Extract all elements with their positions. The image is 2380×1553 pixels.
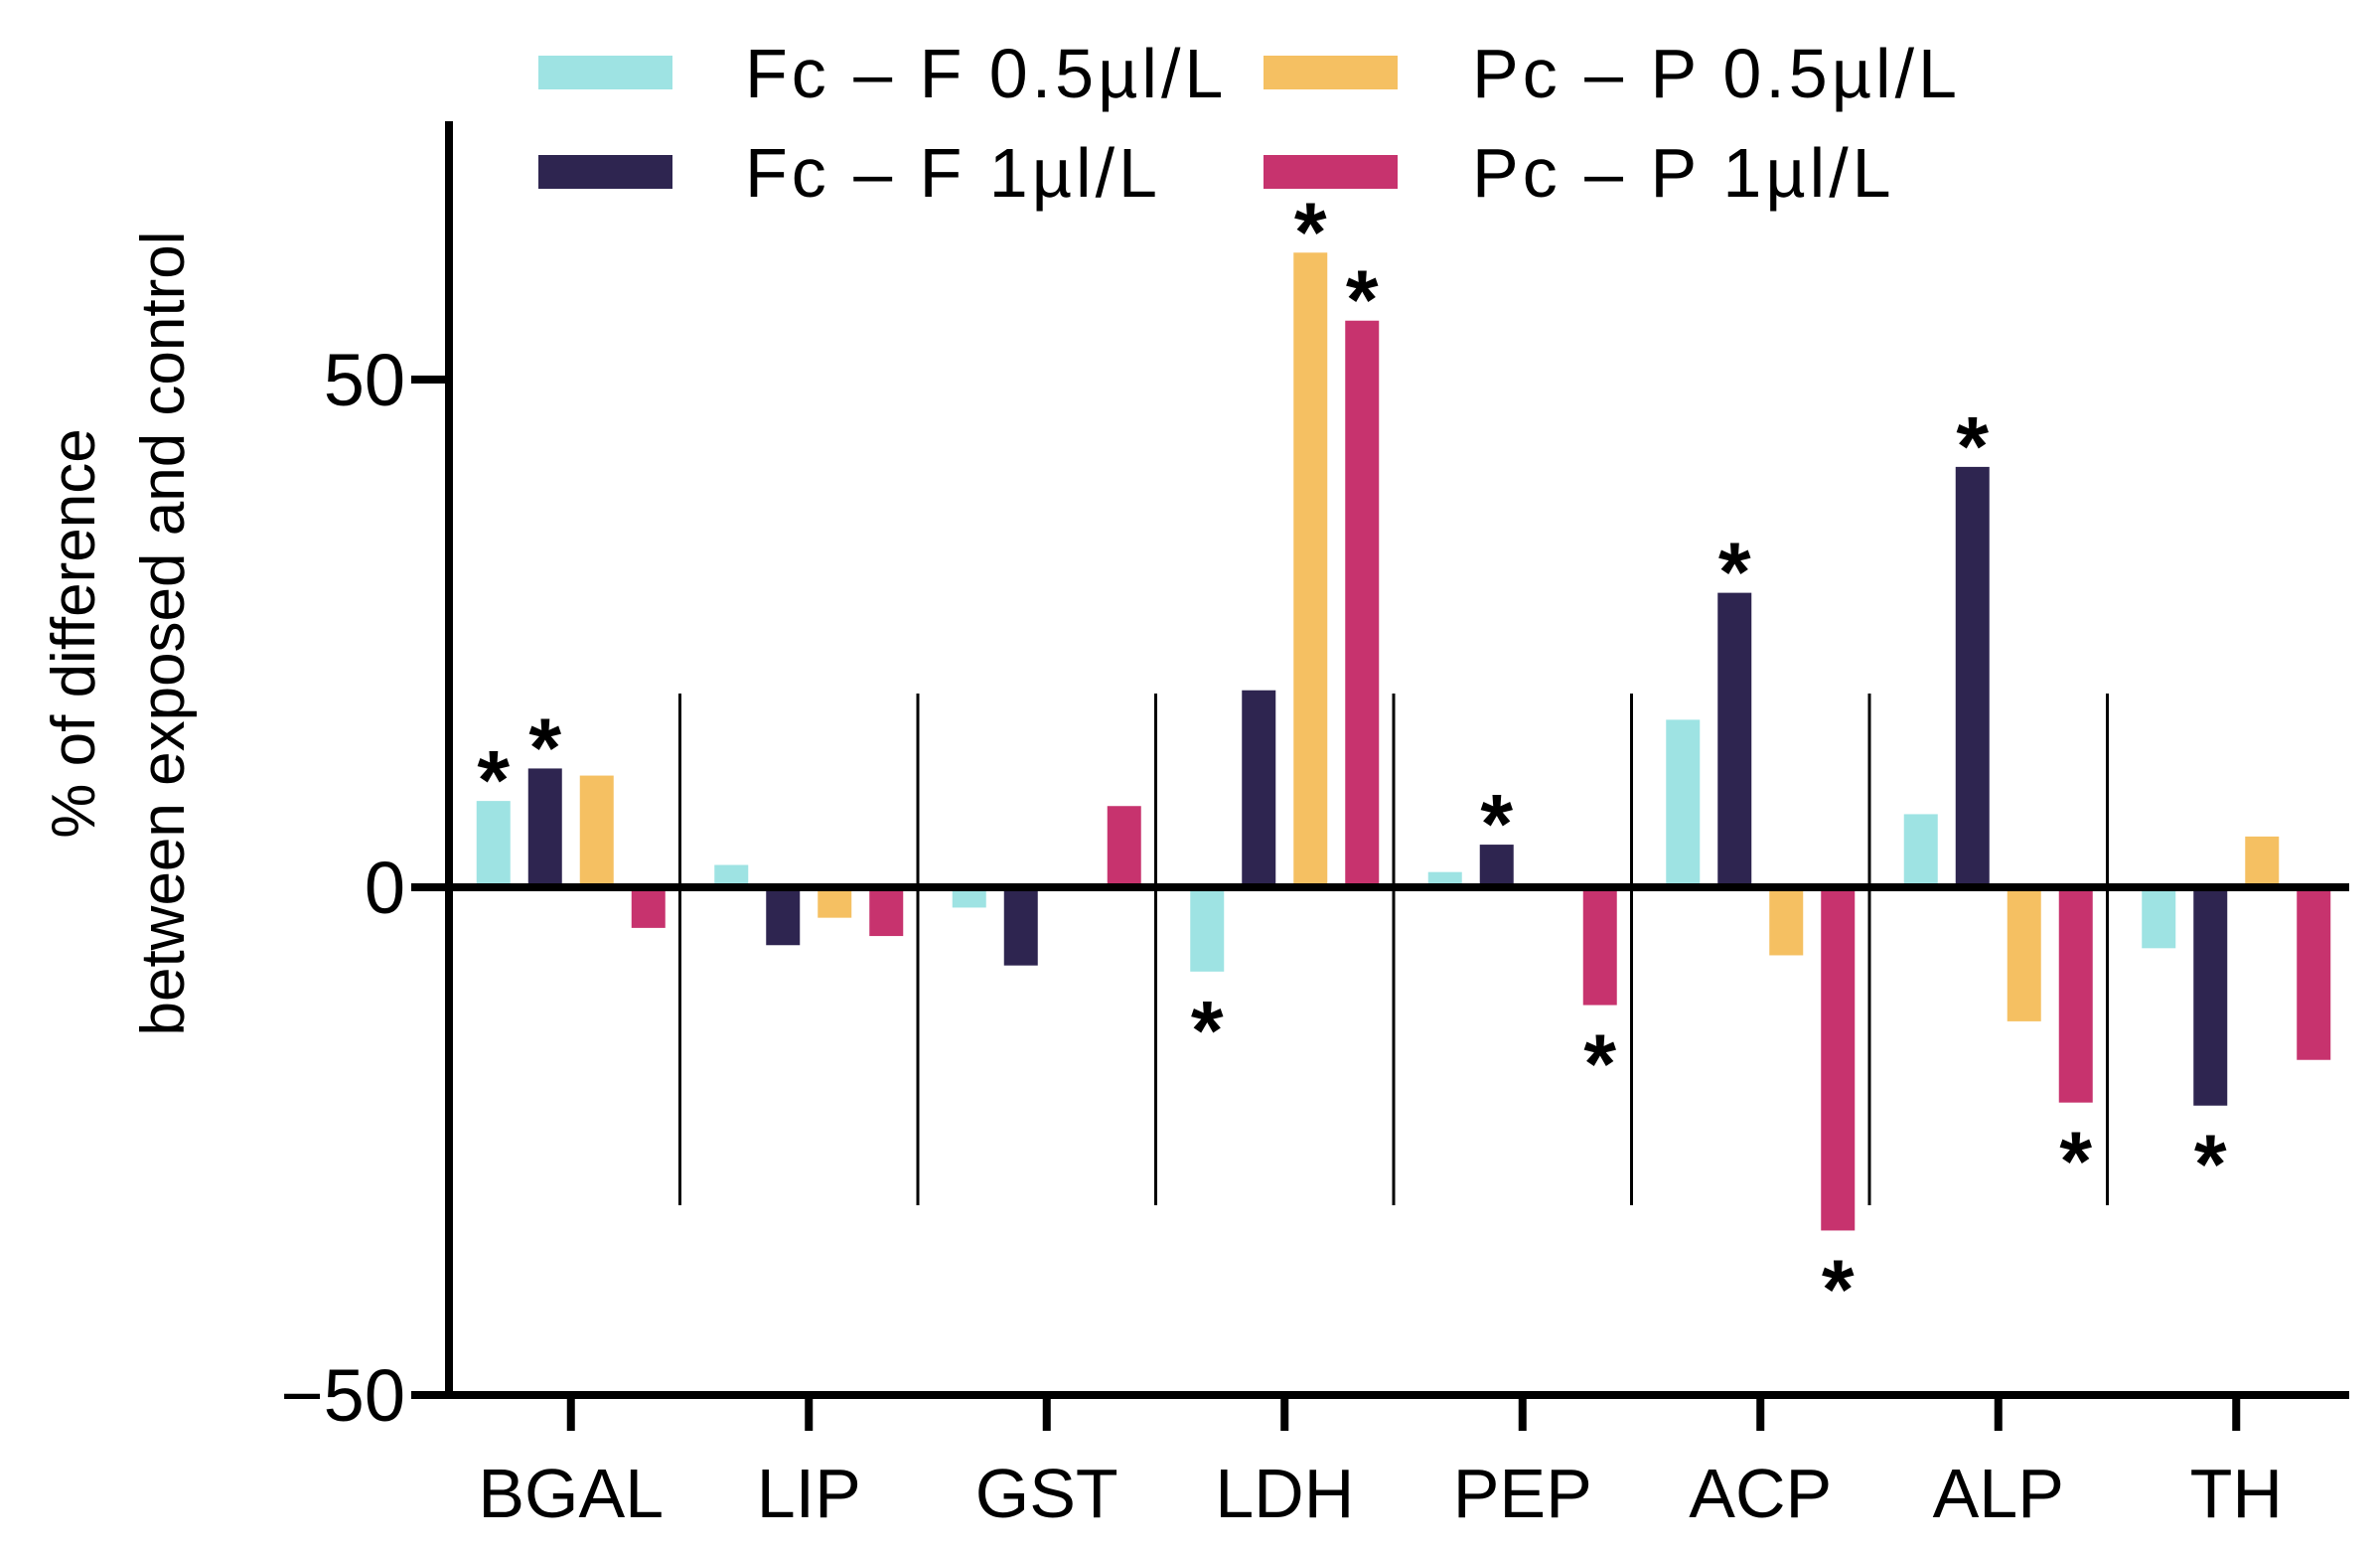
significance-star-th-series-2: *	[2194, 1118, 2227, 1211]
bar-acp-series-2	[1717, 592, 1752, 887]
category-label-ldh: LDH	[1215, 1455, 1354, 1532]
bar-gst-series-4	[1107, 806, 1141, 887]
bar-th-series-1	[2142, 887, 2176, 949]
category-separators	[678, 694, 2109, 1205]
bar-ldh-series-3	[1293, 252, 1328, 887]
significance-star-pep-series-4: *	[1583, 1017, 1616, 1111]
axes	[445, 121, 2349, 1399]
bars	[476, 252, 2331, 1231]
bar-th-series-4	[2297, 887, 2331, 1060]
legend: Fc – F 0.5µl/L Fc – F 1µl/L Pc – P 0.5µl/L…	[538, 35, 1961, 212]
bar-th-series-3	[2245, 836, 2280, 887]
legend-label-1: Fc – F 0.5µl/L	[745, 35, 1227, 112]
bar-lip-series-4	[869, 887, 904, 937]
bar-bgal-series-1	[476, 801, 511, 887]
bar-gst-series-1	[952, 887, 986, 908]
significance-star-ldh-series-1: *	[1191, 984, 1224, 1077]
significance-star-alp-series-4: *	[2059, 1115, 2092, 1208]
bar-alp-series-4	[2058, 887, 2093, 1103]
bar-gst-series-2	[1003, 887, 1038, 966]
legend-label-2: Fc – F 1µl/L	[745, 134, 1161, 212]
legend-label-4: Pc – P 1µl/L	[1472, 134, 1895, 212]
significance-star-ldh-series-4: *	[1346, 253, 1379, 347]
y-ticks: −50 0 50	[280, 339, 449, 1437]
significance-star-bgal-series-1: *	[477, 733, 510, 827]
bar-th-series-2	[2193, 887, 2228, 1106]
y-tick-label-0: 0	[365, 847, 405, 929]
y-axis-title-line-2: between exposed and control	[129, 231, 198, 1035]
bar-alp-series-3	[2007, 887, 2041, 1021]
category-label-th: TH	[2190, 1455, 2283, 1532]
category-label-lip: LIP	[757, 1455, 861, 1532]
significance-star-acp-series-2: *	[1718, 526, 1751, 619]
legend-label-3: Pc – P 0.5µl/L	[1472, 35, 1961, 112]
bar-bgal-series-3	[579, 775, 614, 887]
bar-bgal-series-2	[527, 768, 562, 887]
significance-markers: * ********** *	[477, 185, 2227, 1335]
bar-acp-series-3	[1769, 887, 1804, 956]
category-label-pep: PEP	[1453, 1455, 1592, 1532]
bar-acp-series-4	[1821, 887, 1856, 1231]
bar-pep-series-4	[1582, 887, 1617, 1006]
x-ticks: BGAL LIP GST LDH PEP ACP ALP TH	[478, 1395, 2283, 1532]
bar-lip-series-3	[818, 887, 852, 918]
category-label-bgal: BGAL	[478, 1455, 664, 1532]
legend-swatch-1	[538, 56, 672, 89]
y-tick-label-50: −50	[280, 1354, 405, 1437]
bar-bgal-series-4	[631, 887, 666, 928]
bar-ldh-series-1	[1190, 887, 1225, 972]
category-label-acp: ACP	[1689, 1455, 1832, 1532]
significance-star-pep-series-2: *	[1480, 777, 1513, 870]
significance-star-bgal-series-2: *	[528, 700, 561, 794]
significance-star-acp-series-4: *	[1822, 1242, 1855, 1335]
y-axis-title-line-1: % of difference	[40, 428, 108, 838]
significance-star-alp-series-2: *	[1956, 399, 1989, 493]
significance-star-ldh-series-3: *	[1294, 185, 1327, 278]
category-label-gst: GST	[975, 1455, 1118, 1532]
bar-ldh-series-4	[1345, 320, 1380, 887]
bar-lip-series-1	[714, 864, 749, 887]
bar-alp-series-2	[1955, 466, 1990, 887]
legend-swatch-2	[538, 155, 672, 189]
legend-swatch-4	[1264, 155, 1398, 189]
bar-acp-series-1	[1666, 719, 1701, 887]
bar-ldh-series-2	[1242, 690, 1276, 887]
legend-swatch-3	[1264, 56, 1398, 89]
category-label-alp: ALP	[1933, 1455, 2064, 1532]
bar-pep-series-2	[1479, 845, 1514, 887]
y-axis-title: % of difference between exposed and contr…	[40, 231, 198, 1035]
bar-lip-series-2	[766, 887, 801, 946]
y-tick-label-50: 50	[324, 339, 405, 421]
bar-alp-series-1	[1903, 814, 1938, 887]
